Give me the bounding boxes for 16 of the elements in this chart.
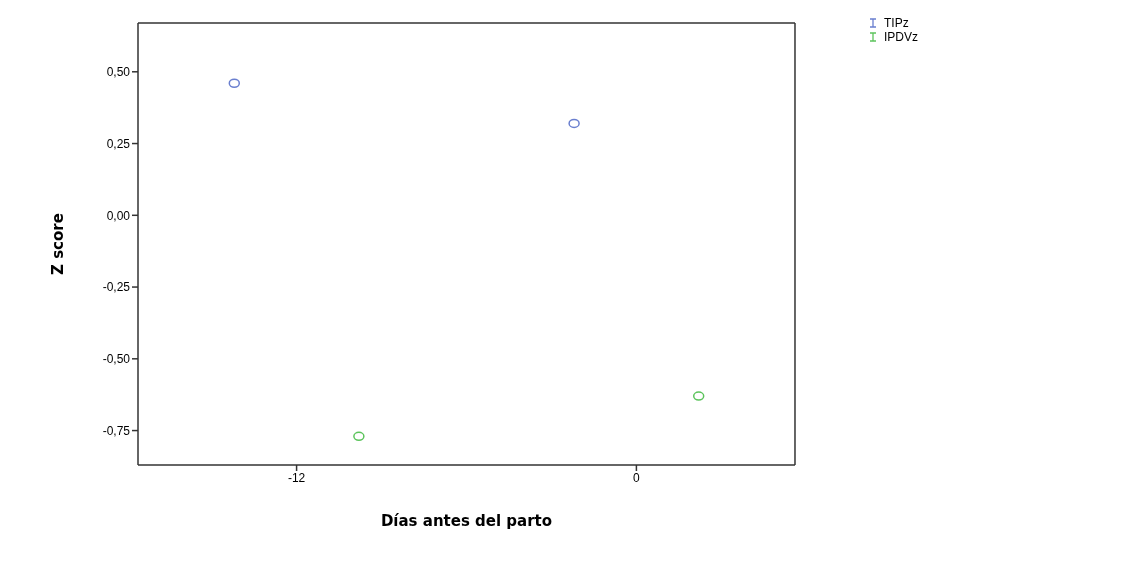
point (228, 78, 241, 89)
y-tick-label: -0,50 (102, 352, 131, 367)
x-tick-label: 0 (633, 470, 641, 485)
x-axis-title: Días antes del parto (380, 511, 553, 530)
y-tick-label: -0,75 (102, 423, 131, 438)
y-axis-title: Z score (49, 213, 68, 275)
point (568, 118, 580, 129)
point (692, 391, 705, 401)
legend-label: TIPz (883, 16, 909, 30)
legend-label: IPDVz (883, 30, 918, 44)
y-tick-label: 0,50 (106, 65, 131, 80)
y-tick-label: 0,00 (106, 208, 131, 223)
point (353, 431, 365, 442)
x-tick-label: -12 (287, 470, 306, 485)
y-tick-label: 0,25 (106, 136, 131, 151)
y-tick-label: -0,25 (102, 280, 131, 295)
